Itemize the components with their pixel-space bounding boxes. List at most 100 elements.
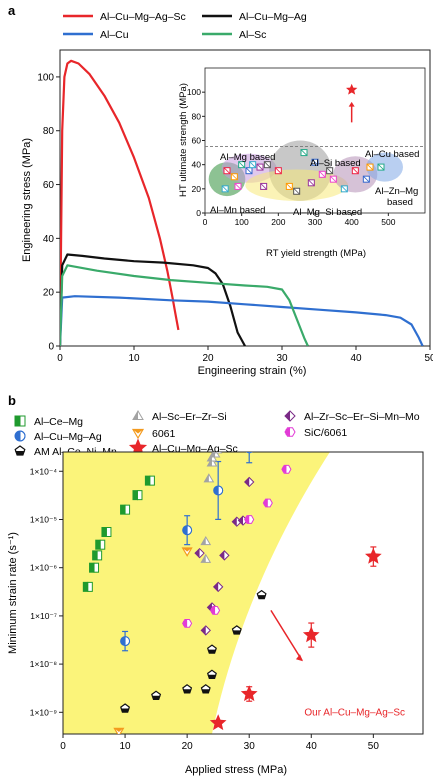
legend-label: Al–Zr–Sc–Er–Si–Mn–Mo [304, 411, 420, 423]
series-triangle [200, 452, 223, 563]
inset-x-tick-label: 100 [235, 217, 249, 227]
data-point-star [128, 438, 148, 456]
data-point-pentagon-fill [151, 695, 161, 700]
series-hexagon [182, 464, 292, 628]
data-point-circle [182, 525, 188, 535]
annotation-label: Our Al–Cu–Mg–Ag–Sc [304, 707, 405, 718]
series-line [60, 253, 246, 346]
data-point-mark [341, 185, 348, 193]
x-tick-label: 20 [182, 741, 194, 752]
inset-x-tick-label: 400 [345, 217, 359, 227]
panel-b-label: b [8, 393, 16, 408]
data-point-diamond-half [201, 625, 206, 635]
panel-b-xlabel: Applied stress (MPa) [185, 764, 287, 776]
data-point-diamond-half [285, 411, 290, 421]
x-tick-label: 10 [128, 353, 140, 364]
arrow-head [348, 101, 355, 107]
group-label: Al–Zn–Mg based [375, 186, 418, 208]
series-diamond [194, 476, 255, 636]
data-point-square [92, 550, 98, 561]
inset-y-tick-label: 0 [196, 208, 201, 218]
data-point-square-half [149, 475, 155, 486]
inset-y-tick-label: 100 [187, 87, 201, 97]
legend-label: Al–Sc [239, 29, 266, 41]
y-tick-label: 1×10⁻⁶ [30, 563, 57, 573]
x-tick-label: 30 [276, 353, 288, 364]
data-point-mark [377, 163, 385, 171]
legend-label: Al–Cu–Mg–Ag [34, 431, 102, 443]
data-point-pentagon-fill [201, 689, 211, 693]
data-point-mark [264, 161, 271, 168]
data-point-triangle-half [133, 411, 138, 420]
data-point-triangle-half [201, 554, 206, 563]
group-label: Al–Cu based [365, 149, 419, 160]
data-point-square [95, 539, 101, 550]
data-point-hexagon-half [282, 464, 287, 474]
panel-a-ylabel: Engineering stress (MPa) [21, 138, 33, 262]
data-point-square-half [105, 527, 112, 538]
data-point-pentagon-fill [232, 630, 242, 635]
data-point-mark [223, 167, 231, 174]
series-square [82, 475, 155, 592]
data-point-circle-outline [14, 430, 26, 442]
data-point-pentagon-fill [207, 649, 217, 654]
series-line [60, 59, 180, 346]
panel-b-chart: 0 10 20 30 40 50 1×10⁻⁹ 1×10⁻⁸ 1×10⁻⁷ 1×10⁻⁶ 1×10⁻… [30, 451, 424, 752]
data-point-tri-down-fill [114, 728, 124, 732]
y-tick-label: 1×10⁻⁸ [30, 659, 58, 669]
data-point-pentagon-fill [15, 451, 25, 455]
group-label: Al–Si based [310, 158, 361, 169]
data-point-square [101, 527, 107, 538]
data-point-triangle-half [201, 536, 206, 545]
data-point-mark [352, 167, 359, 174]
legend-label: 6061 [152, 428, 176, 440]
data-point-triangle-half [207, 453, 212, 461]
data-point-square-half [96, 550, 103, 561]
data-point-mark [293, 187, 300, 195]
data-point-circle-outline [213, 485, 224, 496]
trend-arrow-head [295, 654, 303, 662]
group-region [366, 152, 403, 182]
data-point-star [365, 547, 382, 564]
data-points [82, 452, 382, 734]
data-point-square-half [19, 415, 26, 427]
data-point-star [240, 685, 258, 702]
x-tick-label: 40 [306, 741, 318, 752]
data-point-circle [246, 452, 250, 453]
data-point-pentagon-fill [207, 674, 217, 679]
y-tick-label: 1×10⁻⁹ [30, 707, 58, 717]
data-point-square-half [93, 562, 100, 573]
data-point-square [14, 415, 21, 427]
y-tick-label: 1×10⁻⁵ [30, 514, 57, 524]
legend-label: Al–Cu–Mg–Ag–Sc [100, 11, 186, 23]
panel-a-xlabel: Engineering strain (%) [198, 365, 307, 377]
inset-ylabel: HT ultimate strength (MPa) [178, 83, 189, 197]
group-label: Al–Mg–Si based [293, 207, 362, 218]
data-point-mark [363, 175, 370, 183]
data-point-square [132, 490, 138, 501]
inset-x-tick-label: 500 [381, 217, 395, 227]
data-point-square [82, 581, 89, 592]
data-point-circle-outline [182, 525, 193, 536]
data-point-tri-down-fill [182, 548, 192, 552]
plot-frame [62, 451, 424, 735]
data-point-mark [249, 161, 256, 168]
inset-x-tick-label: 200 [271, 217, 285, 227]
data-point-hexagon-half [285, 427, 290, 437]
data-point-square-half [124, 504, 131, 515]
data-point-square-half [136, 490, 143, 501]
data-point-pentagon-fill [257, 595, 267, 599]
data-point-mark [260, 183, 267, 190]
x-tick-label: 40 [350, 353, 362, 364]
data-point-mark [238, 161, 245, 168]
inset-content [205, 140, 425, 201]
data-point-triangle-half [204, 474, 209, 482]
x-tick-label: 20 [202, 353, 214, 364]
trend-arrow [270, 610, 303, 661]
legend-label: SiC/6061 [304, 427, 347, 439]
inset-y-tick-label: 20 [192, 184, 202, 194]
x-tick-label: 0 [57, 353, 63, 364]
